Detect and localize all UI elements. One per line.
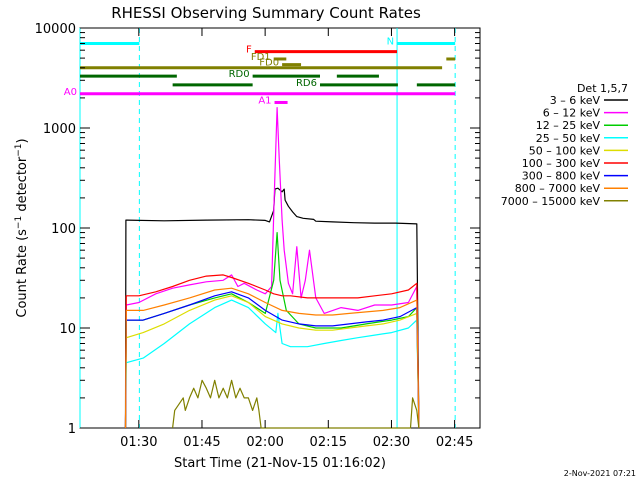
series-line-4 <box>124 295 420 429</box>
series-line-0 <box>124 187 420 429</box>
footer-date: 2-Nov-2021 07:21 <box>564 469 636 478</box>
x-tick-label-2: 02:00 <box>246 435 283 450</box>
legend-label-4: 50 – 100 keV <box>529 144 601 157</box>
x-tick-label-0: 01:30 <box>120 435 157 450</box>
y-tick-label-3: 1000 <box>43 122 76 137</box>
x-axis-label: Start Time (21-Nov-15 01:16:02) <box>174 456 386 471</box>
series-line-6 <box>124 291 420 429</box>
series-line-8 <box>172 379 420 429</box>
flag-label-8: A0 <box>64 87 77 98</box>
count-rate-series <box>124 106 420 429</box>
y-axis-ticks: 1 10 100 1000 10000 <box>35 22 480 437</box>
flag-label-7: RD6 <box>296 78 317 89</box>
x-tick-label-1: 01:45 <box>183 435 220 450</box>
legend-label-2: 12 – 25 keV <box>536 119 601 132</box>
x-axis-ticks: 01:30 01:45 02:00 02:15 02:30 02:45 <box>120 28 473 450</box>
y-tick-label-4: 10000 <box>35 22 76 37</box>
flag-label-6: RD0 <box>229 69 250 80</box>
legend-title: Det 1,5,7 <box>577 82 628 95</box>
legend-label-1: 6 – 12 keV <box>543 107 601 120</box>
legend-label-7: 800 – 7000 keV <box>515 182 601 195</box>
marker-lines <box>79 28 456 428</box>
x-tick-label-5: 02:45 <box>436 435 473 450</box>
series-line-1 <box>124 106 420 429</box>
flag-label-2: FD1 <box>251 52 271 63</box>
y-tick-label-1: 10 <box>59 322 76 337</box>
chart-title: RHESSI Observing Summary Count Rates <box>111 4 421 22</box>
plot-frame <box>79 27 481 429</box>
y-axis-label: Count Rate (s−1 detector−1) <box>14 138 30 317</box>
x-tick-label-4: 02:30 <box>373 435 410 450</box>
series-line-3 <box>124 299 420 429</box>
y-tick-label-2: 100 <box>51 222 76 237</box>
x-tick-label-3: 02:15 <box>310 435 347 450</box>
legend-label-0: 3 – 6 keV <box>550 94 601 107</box>
series-line-7 <box>124 287 420 429</box>
flag-label-9: A1 <box>258 95 271 106</box>
legend-label-6: 300 – 800 keV <box>522 170 601 183</box>
flag-label-3: FD0 <box>259 58 279 69</box>
flag-label-0: N <box>387 36 394 47</box>
legend-label-3: 25 – 50 keV <box>536 132 601 145</box>
flag-label-1: F <box>246 45 252 56</box>
series-line-5 <box>124 274 420 429</box>
y-tick-label-0: 1 <box>68 422 76 437</box>
legend-label-5: 100 – 300 keV <box>522 157 601 170</box>
legend-label-8: 7000 – 15000 keV <box>501 195 601 208</box>
